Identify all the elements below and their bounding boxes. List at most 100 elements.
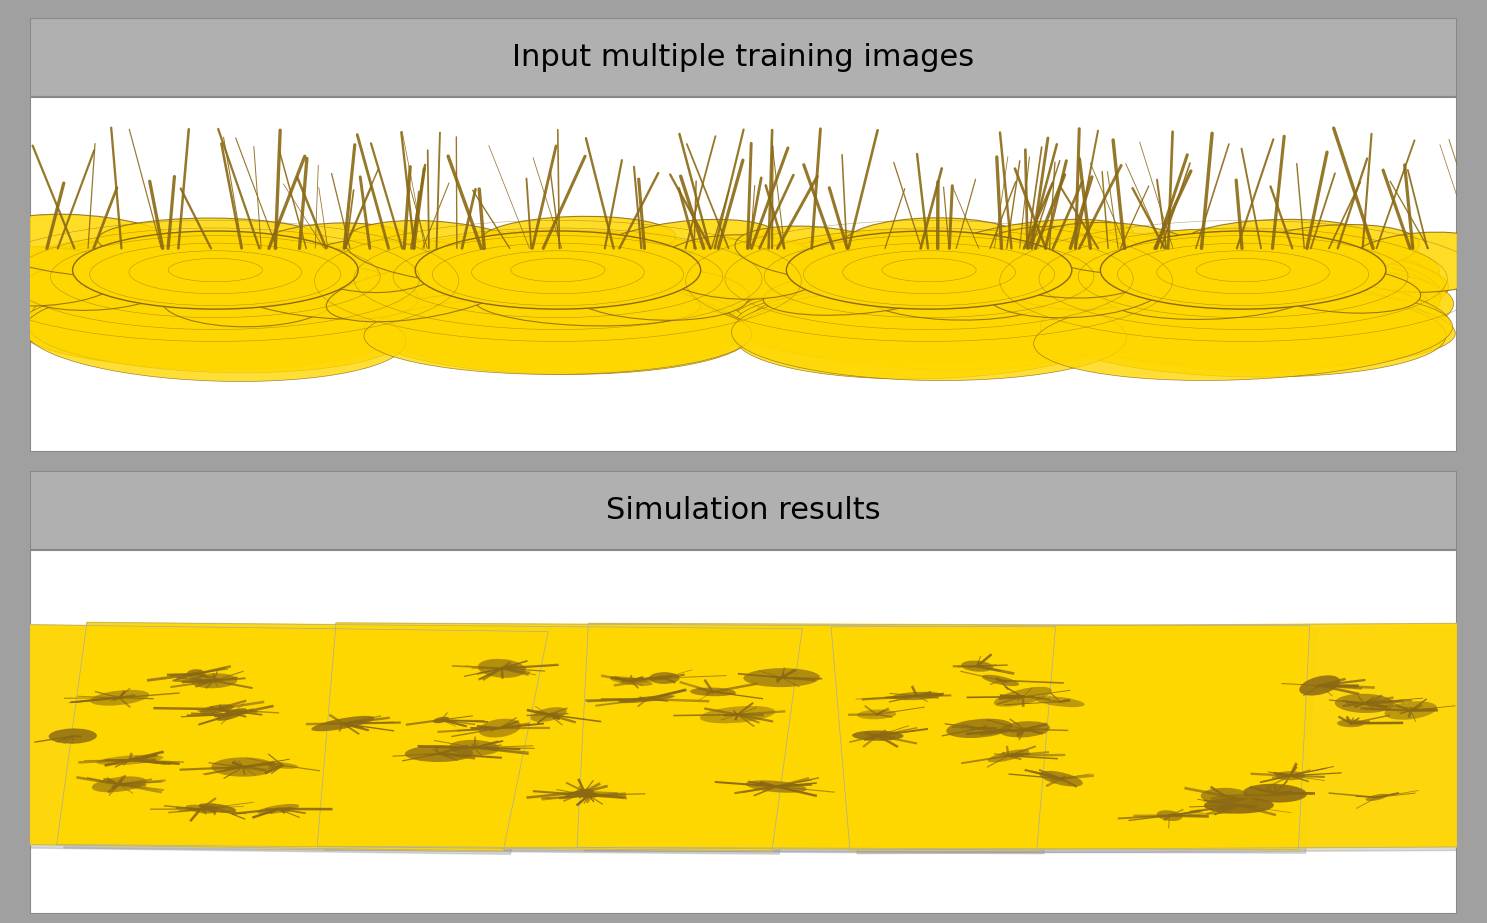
Ellipse shape: [995, 260, 1145, 310]
Ellipse shape: [745, 259, 1114, 346]
Text: Input multiple training images: Input multiple training images: [513, 43, 974, 72]
Ellipse shape: [31, 273, 400, 368]
Ellipse shape: [1059, 258, 1428, 348]
Ellipse shape: [745, 780, 806, 793]
Ellipse shape: [984, 258, 1167, 318]
Ellipse shape: [843, 218, 1030, 271]
Ellipse shape: [1335, 694, 1393, 713]
Ellipse shape: [199, 704, 233, 713]
Ellipse shape: [862, 272, 1051, 320]
Ellipse shape: [18, 282, 412, 367]
Polygon shape: [324, 627, 1063, 854]
Ellipse shape: [33, 272, 397, 354]
Ellipse shape: [373, 283, 744, 373]
Ellipse shape: [376, 262, 741, 351]
Polygon shape: [831, 623, 1487, 850]
Ellipse shape: [211, 758, 275, 776]
Ellipse shape: [415, 231, 700, 309]
Ellipse shape: [531, 707, 567, 722]
Ellipse shape: [1300, 676, 1340, 696]
Ellipse shape: [852, 730, 904, 741]
Ellipse shape: [1060, 255, 1426, 336]
Ellipse shape: [49, 728, 97, 744]
Ellipse shape: [1384, 701, 1436, 720]
Ellipse shape: [1047, 235, 1439, 326]
FancyBboxPatch shape: [30, 97, 1457, 452]
Ellipse shape: [345, 221, 547, 283]
Ellipse shape: [352, 247, 763, 337]
Polygon shape: [64, 626, 809, 854]
Ellipse shape: [729, 279, 1130, 363]
Ellipse shape: [745, 230, 1112, 318]
Ellipse shape: [36, 256, 396, 342]
Ellipse shape: [1026, 233, 1191, 296]
Polygon shape: [577, 623, 1310, 850]
Polygon shape: [57, 622, 801, 851]
Ellipse shape: [680, 238, 818, 298]
Ellipse shape: [354, 241, 761, 336]
Ellipse shape: [981, 675, 1019, 686]
Ellipse shape: [1337, 719, 1365, 727]
Ellipse shape: [735, 284, 1124, 379]
Ellipse shape: [946, 719, 1013, 738]
Ellipse shape: [482, 216, 675, 259]
Ellipse shape: [28, 291, 403, 373]
Ellipse shape: [727, 247, 1130, 336]
Ellipse shape: [18, 250, 412, 341]
Ellipse shape: [186, 669, 205, 678]
Ellipse shape: [1346, 233, 1487, 293]
Ellipse shape: [659, 234, 827, 299]
Ellipse shape: [735, 285, 1123, 364]
Polygon shape: [0, 622, 549, 851]
Ellipse shape: [577, 793, 599, 798]
Polygon shape: [317, 623, 1056, 850]
FancyBboxPatch shape: [30, 550, 1457, 914]
Ellipse shape: [10, 240, 419, 336]
Ellipse shape: [993, 687, 1051, 707]
Text: Simulation results: Simulation results: [607, 496, 880, 525]
Ellipse shape: [723, 252, 1135, 339]
Ellipse shape: [217, 259, 418, 319]
Ellipse shape: [741, 243, 1117, 326]
Ellipse shape: [999, 721, 1050, 737]
Ellipse shape: [1182, 220, 1371, 261]
Ellipse shape: [1047, 232, 1439, 322]
Ellipse shape: [30, 286, 400, 370]
Ellipse shape: [198, 803, 236, 813]
Ellipse shape: [91, 689, 149, 706]
Ellipse shape: [857, 710, 897, 719]
Ellipse shape: [257, 804, 299, 814]
Ellipse shape: [700, 706, 775, 724]
Ellipse shape: [256, 223, 422, 274]
Ellipse shape: [433, 717, 449, 724]
Polygon shape: [0, 626, 556, 855]
FancyBboxPatch shape: [30, 18, 1457, 97]
Ellipse shape: [3, 268, 428, 352]
Ellipse shape: [363, 252, 754, 339]
Ellipse shape: [742, 270, 1117, 356]
Ellipse shape: [1035, 272, 1451, 369]
Ellipse shape: [348, 243, 767, 327]
Ellipse shape: [404, 745, 473, 762]
Polygon shape: [584, 627, 1317, 853]
Ellipse shape: [1042, 246, 1444, 330]
Ellipse shape: [190, 673, 238, 689]
Ellipse shape: [364, 289, 751, 375]
Ellipse shape: [379, 267, 738, 354]
Ellipse shape: [1105, 270, 1313, 319]
Ellipse shape: [690, 688, 736, 696]
Ellipse shape: [376, 277, 741, 365]
Ellipse shape: [1200, 788, 1249, 804]
Ellipse shape: [378, 231, 738, 317]
Ellipse shape: [97, 755, 164, 765]
Ellipse shape: [314, 239, 494, 298]
Ellipse shape: [92, 776, 147, 792]
Ellipse shape: [1045, 252, 1441, 346]
Ellipse shape: [1204, 797, 1274, 814]
Ellipse shape: [1030, 288, 1456, 367]
Ellipse shape: [311, 716, 375, 731]
Ellipse shape: [1157, 810, 1182, 821]
Polygon shape: [839, 627, 1487, 854]
Ellipse shape: [1063, 266, 1423, 361]
Ellipse shape: [926, 220, 1135, 276]
